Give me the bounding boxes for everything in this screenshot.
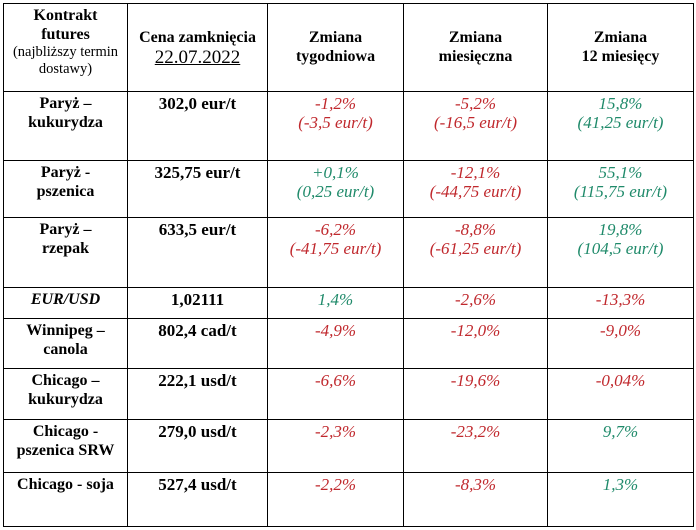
monthly-change: -8,8% (-61,25 eur/t) — [403, 217, 548, 288]
header-contract: Kontrakt futures (najbliższy termin dost… — [3, 3, 128, 92]
monthly-change: -12,0% — [403, 317, 548, 370]
table-row: Paryż – kukurydza 302,0 eur/t -1,2% (-3,… — [3, 90, 694, 162]
monthly-change: -23,2% — [403, 418, 548, 474]
close-price: 279,0 usd/t — [127, 418, 268, 474]
contract-name: Paryż – kukurydza — [3, 90, 128, 162]
monthly-change: -8,3% — [403, 472, 548, 527]
yearly-change: 19,8% (104,5 eur/t) — [547, 217, 694, 288]
yearly-change: 15,8% (41,25 eur/t) — [547, 90, 694, 162]
close-price: 325,75 eur/t — [127, 160, 268, 219]
header-weekly-change: Zmiana tygodniowa — [267, 3, 404, 92]
table-row: Paryż - pszenica 325,75 eur/t +0,1% (0,2… — [3, 160, 694, 219]
contract-name: Chicago - pszenica SRW — [3, 418, 128, 474]
table-row: Chicago - soja 527,4 usd/t -2,2% -8,3% 1… — [3, 472, 694, 527]
weekly-change: +0,1% (0,25 eur/t) — [267, 160, 404, 219]
yearly-change: -0,04% — [547, 368, 694, 420]
table-row: Winnipeg – canola 802,4 cad/t -4,9% -12,… — [3, 317, 694, 370]
close-price: 802,4 cad/t — [127, 317, 268, 370]
weekly-change: -1,2% (-3,5 eur/t) — [267, 90, 404, 162]
yearly-change: 1,3% — [547, 472, 694, 527]
table-row: Chicago – kukurydza 222,1 usd/t -6,6% -1… — [3, 368, 694, 420]
weekly-change: 1,4% — [267, 286, 404, 319]
contract-name: Paryż - pszenica — [3, 160, 128, 219]
contract-name: Paryż – rzepak — [3, 217, 128, 288]
yearly-change: 55,1% (115,75 eur/t) — [547, 160, 694, 219]
monthly-change: -5,2% (-16,5 eur/t) — [403, 90, 548, 162]
header-yearly-change: Zmiana 12 miesięcy — [547, 3, 694, 92]
contract-name: Chicago - soja — [3, 472, 128, 527]
contract-name: Chicago – kukurydza — [3, 368, 128, 420]
contract-name: EUR/USD — [3, 286, 128, 319]
contract-name: Winnipeg – canola — [3, 317, 128, 370]
close-price: 633,5 eur/t — [127, 217, 268, 288]
table-row: Chicago - pszenica SRW 279,0 usd/t -2,3%… — [3, 418, 694, 474]
table-row: EUR/USD 1,02111 1,4% -2,6% -13,3% — [3, 286, 694, 319]
close-date: 22.07.2022 — [154, 47, 241, 68]
header-row: Kontrakt futures (najbliższy termin dost… — [3, 3, 694, 92]
weekly-change: -6,6% — [267, 368, 404, 420]
monthly-change: -2,6% — [403, 286, 548, 319]
monthly-change: -12,1% (-44,75 eur/t) — [403, 160, 548, 219]
close-price: 302,0 eur/t — [127, 90, 268, 162]
weekly-change: -6,2% (-41,75 eur/t) — [267, 217, 404, 288]
yearly-change: -13,3% — [547, 286, 694, 319]
futures-table: Kontrakt futures (najbliższy termin dost… — [3, 3, 694, 527]
weekly-change: -2,2% — [267, 472, 404, 527]
table-row: Paryż – rzepak 633,5 eur/t -6,2% (-41,75… — [3, 217, 694, 288]
header-close-price: Cena zamknięcia 22.07.2022 — [127, 3, 268, 92]
close-price: 1,02111 — [127, 286, 268, 319]
close-price: 527,4 usd/t — [127, 472, 268, 527]
header-monthly-change: Zmiana miesięczna — [403, 3, 548, 92]
yearly-change: 9,7% — [547, 418, 694, 474]
weekly-change: -4,9% — [267, 317, 404, 370]
yearly-change: -9,0% — [547, 317, 694, 370]
close-price: 222,1 usd/t — [127, 368, 268, 420]
monthly-change: -19,6% — [403, 368, 548, 420]
weekly-change: -2,3% — [267, 418, 404, 474]
